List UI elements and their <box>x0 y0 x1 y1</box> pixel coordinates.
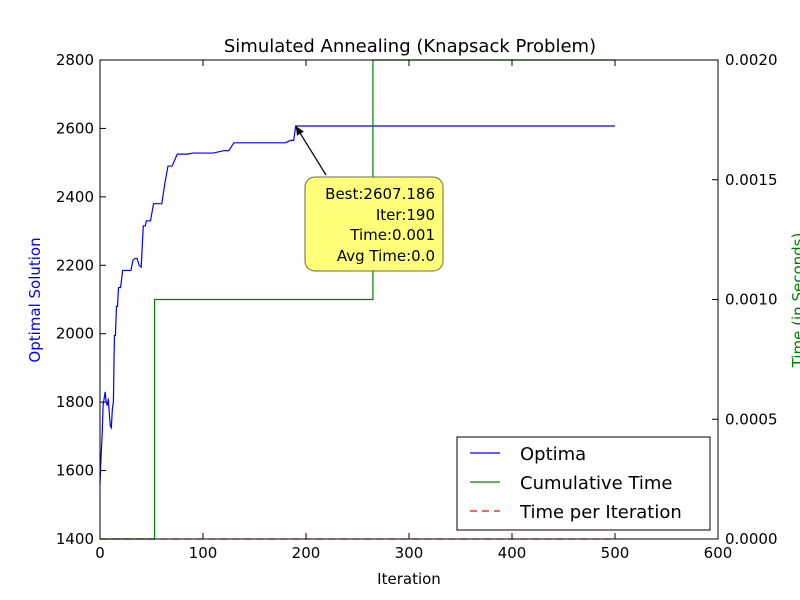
x-tick-label: 100 <box>189 544 218 562</box>
annotation-time: Time:0.001 <box>349 226 435 244</box>
annotation-arrow-head <box>295 125 304 136</box>
left-y-tick-label: 2600 <box>56 119 94 137</box>
chart-title: Simulated Annealing (Knapsack Problem) <box>224 36 596 57</box>
right-y-tick-label: 0.0000 <box>725 530 778 548</box>
x-axis-label: Iteration <box>377 570 441 588</box>
right-y-tick-label: 0.0005 <box>725 410 778 428</box>
x-tick-label: 200 <box>292 544 321 562</box>
x-tick-label: 400 <box>498 544 527 562</box>
left-y-tick-label: 1800 <box>56 393 94 411</box>
left-y-tick-label: 2800 <box>56 51 94 69</box>
annotation-iter: Iter:190 <box>376 206 435 224</box>
x-tick-label: 500 <box>601 544 630 562</box>
annotation-arrow <box>295 125 327 176</box>
annotation-avg-time: Avg Time:0.0 <box>337 247 435 265</box>
left-y-axis-label: Optimal Solution <box>26 237 44 362</box>
left-y-tick-label: 2400 <box>56 188 94 206</box>
x-tick-label: 600 <box>704 544 733 562</box>
right-y-axis-label: Time (in Seconds) <box>789 233 800 369</box>
legend-label-per-iteration: Time per Iteration <box>519 502 682 523</box>
annotation-best: Best:2607.186 <box>325 185 435 203</box>
x-tick-label: 0 <box>95 544 105 562</box>
best-annotation: Best:2607.186 Iter:190 Time:0.001 Avg Ti… <box>295 125 444 272</box>
ticks-layer: 0 100 200 300 400 500 600 1400 1600 1800 2000 2200 2… <box>56 51 778 562</box>
legend-label-optima: Optima <box>520 444 586 465</box>
right-y-tick-label: 0.0015 <box>725 171 778 189</box>
right-y-tick-label: 0.0010 <box>725 291 778 309</box>
right-y-tick-label: 0.0020 <box>725 51 778 69</box>
left-y-tick-label: 2000 <box>56 325 94 343</box>
x-tick-label: 300 <box>395 544 424 562</box>
annotation-box <box>304 176 444 272</box>
series-line-optima <box>99 125 615 485</box>
left-y-tick-label: 1600 <box>56 462 94 480</box>
legend: Optima Cumulative Time Time per Iteratio… <box>456 436 711 531</box>
left-y-tick-label: 1400 <box>56 530 94 548</box>
left-y-tick-label: 2200 <box>56 256 94 274</box>
legend-label-cumulative: Cumulative Time <box>520 473 673 494</box>
